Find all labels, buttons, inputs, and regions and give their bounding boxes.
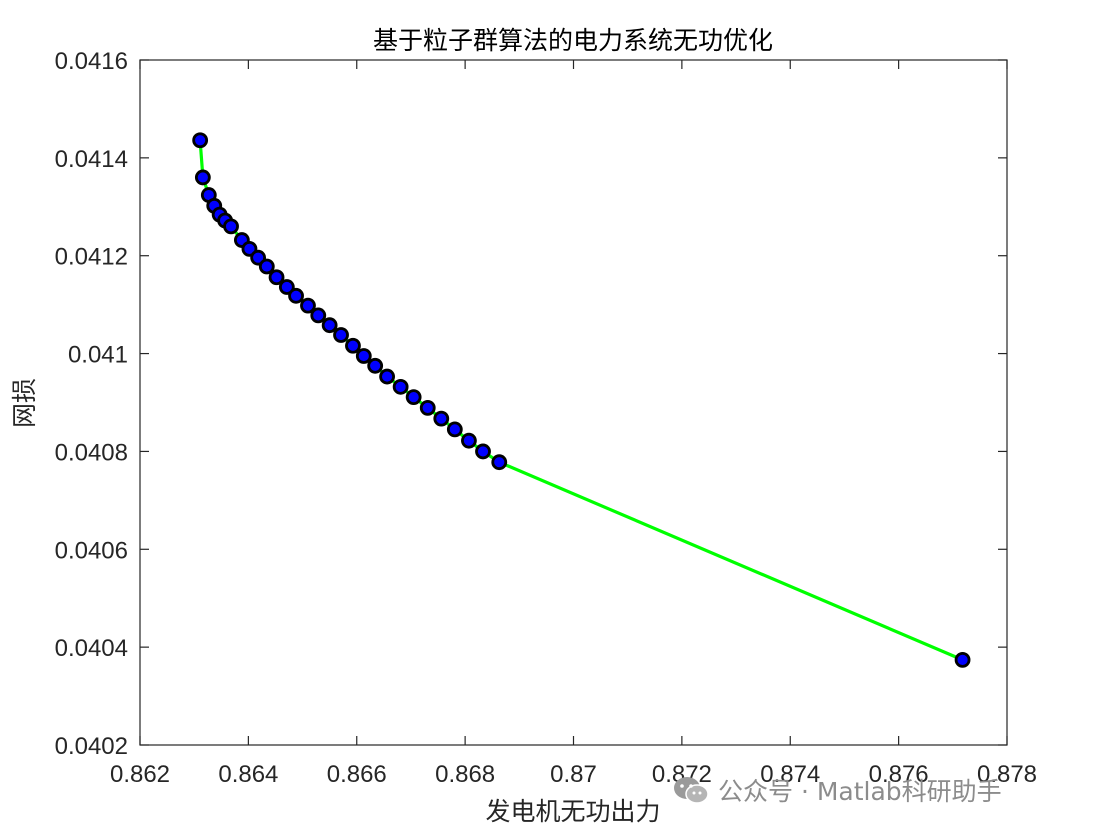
watermark: 公众号 · Matlab科研助手 xyxy=(672,772,1002,808)
y-tick-label: 0.0412 xyxy=(55,244,128,271)
y-tick-label: 0.041 xyxy=(68,342,128,369)
data-point xyxy=(392,378,409,395)
data-point xyxy=(258,258,275,275)
data-point xyxy=(268,269,285,286)
y-axis-label: 网损 xyxy=(10,378,39,428)
data-point xyxy=(310,307,327,324)
x-tick-label: 0.866 xyxy=(327,761,387,788)
x-tick-labels: 0.862 0.864 0.866 0.868 0.87 0.872 0.874 0.876 0… xyxy=(110,761,1037,788)
data-point xyxy=(288,287,304,304)
x-tick-label: 0.874 xyxy=(760,761,820,788)
data-point xyxy=(194,169,211,186)
data-point xyxy=(461,432,477,449)
x-axis-label: 发电机无功出力 xyxy=(485,797,660,826)
plot-frame xyxy=(139,59,1008,746)
watermark-text: 公众号 · Matlab科研助手 xyxy=(718,777,1002,806)
data-point xyxy=(278,279,295,295)
x-tick-label: 0.87 xyxy=(550,761,597,788)
data-point xyxy=(223,218,239,235)
y-tick-label: 0.0414 xyxy=(55,146,128,173)
data-point xyxy=(192,132,209,149)
data-point xyxy=(333,327,349,343)
data-point xyxy=(321,317,338,334)
x-tick-label: 0.864 xyxy=(218,761,278,788)
data-point xyxy=(345,337,361,354)
data-point xyxy=(405,389,422,406)
data-point xyxy=(491,454,508,471)
x-tick-label: 0.862 xyxy=(110,761,170,788)
data-point xyxy=(475,443,491,460)
y-tick-label: 0.0402 xyxy=(55,733,128,760)
tick-marks xyxy=(139,59,1008,746)
data-point xyxy=(300,297,316,314)
y-tick-label: 0.0416 xyxy=(55,48,128,75)
data-point xyxy=(379,368,395,385)
y-tick-label: 0.0404 xyxy=(55,635,128,662)
data-point xyxy=(419,399,436,416)
wechat-icon xyxy=(674,777,709,804)
data-point xyxy=(433,410,450,427)
chart-title: 基于粒子群算法的电力系统无功优化 xyxy=(373,26,773,55)
x-tick-label: 0.868 xyxy=(435,761,495,788)
data-point xyxy=(355,348,372,364)
y-tick-label: 0.0406 xyxy=(55,537,128,564)
series-layer xyxy=(192,132,971,668)
y-tick-label: 0.0408 xyxy=(55,439,128,466)
data-point xyxy=(446,421,463,438)
data-point xyxy=(954,651,971,668)
data-point xyxy=(367,357,384,374)
x-tick-label: 0.876 xyxy=(869,761,929,788)
plot-area xyxy=(139,59,1008,746)
y-tick-labels: 0.0402 0.0404 0.0406 0.0408 0.041 0.0412 0.041… xyxy=(55,48,128,760)
x-tick-label: 0.878 xyxy=(977,761,1037,788)
